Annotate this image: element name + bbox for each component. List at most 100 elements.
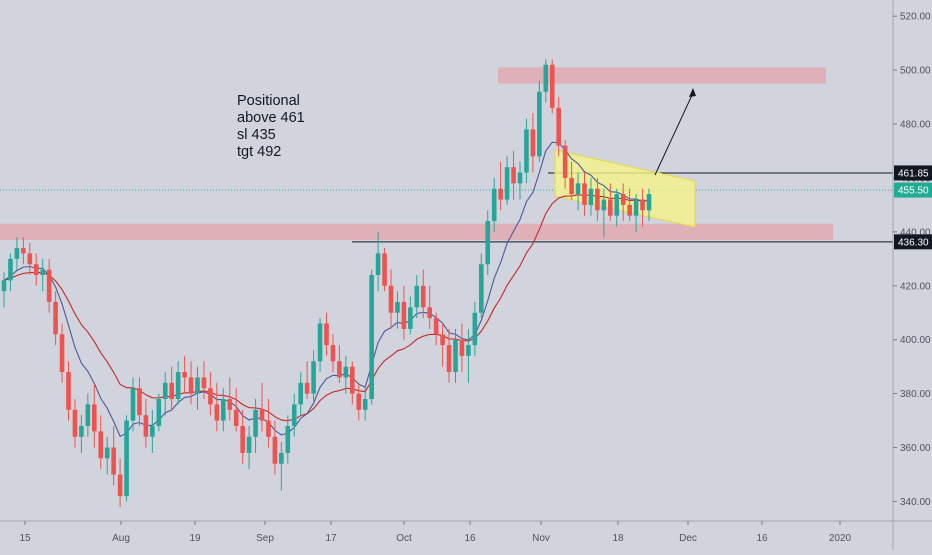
candle-body (337, 361, 342, 378)
candle-body (214, 404, 220, 421)
candle (201, 361, 207, 400)
candle-body (201, 377, 207, 389)
candle-body (195, 377, 200, 394)
candle (72, 399, 78, 448)
candle (472, 301, 478, 356)
price-tick-label: 520.00 (900, 12, 931, 23)
candle-body (143, 415, 149, 437)
candle (453, 328, 458, 383)
last-price-label-text: 455.50 (898, 186, 929, 197)
candle-body (279, 452, 284, 464)
candle (491, 177, 497, 232)
candle-body (150, 425, 155, 437)
candle (156, 393, 162, 432)
candle-body (601, 199, 607, 211)
candle-body (614, 194, 620, 216)
candle (511, 150, 516, 200)
candle-body (646, 194, 652, 211)
candle-body (433, 318, 439, 335)
demand-zone (0, 223, 833, 240)
candle-body (491, 188, 497, 222)
candle-body (182, 372, 187, 378)
time-tick-label: Dec (679, 533, 697, 544)
candle-body (343, 366, 349, 378)
candle (14, 237, 20, 270)
candle-body (382, 253, 387, 286)
price-tick-label: 500.00 (900, 66, 931, 77)
candle (569, 161, 574, 200)
candle-body (233, 409, 239, 426)
candle-body (130, 388, 136, 421)
candle-body (350, 366, 355, 394)
candle (298, 372, 303, 416)
candle-body (582, 183, 587, 205)
candle-body (388, 285, 394, 313)
candle (408, 296, 413, 335)
candle (530, 113, 536, 173)
candle-body (98, 431, 104, 459)
candle-body (472, 312, 478, 346)
candle-body (298, 382, 303, 405)
price-tick-label: 340.00 (900, 497, 931, 508)
candle (562, 140, 568, 189)
candle (98, 415, 104, 470)
candle-body (375, 253, 381, 275)
candle-body (479, 264, 484, 313)
candle-body (466, 345, 471, 356)
candle (433, 312, 439, 346)
candle (382, 248, 387, 292)
time-tick-label: 17 (325, 533, 337, 544)
candle-body (569, 177, 574, 195)
candle (40, 258, 45, 292)
candle-body (414, 285, 420, 308)
candle-body (272, 436, 278, 464)
candle-body (420, 285, 426, 308)
target-arrow (654, 92, 694, 176)
candle-body (543, 64, 549, 92)
candle-body (175, 372, 181, 400)
candle-body (1, 280, 7, 292)
candle (111, 425, 116, 486)
price-tick-label: 380.00 (900, 389, 931, 400)
candle (466, 328, 471, 383)
candle (375, 231, 381, 292)
candle (259, 382, 265, 432)
candle (601, 188, 607, 238)
candle (8, 253, 13, 292)
candle-body (530, 129, 536, 157)
candle (124, 415, 129, 502)
candle (317, 318, 323, 373)
candle-body (498, 188, 503, 200)
time-tick-label: Aug (112, 533, 130, 544)
time-tick-label: Sep (256, 533, 274, 544)
candle-body (124, 420, 129, 497)
candle-body (504, 167, 510, 200)
support-price-label-bg (894, 234, 932, 250)
candle-body (46, 269, 52, 302)
candle (633, 194, 639, 232)
candle (240, 409, 245, 464)
candle (337, 345, 342, 383)
candle (504, 156, 510, 205)
candle (130, 377, 136, 432)
candle (169, 366, 174, 410)
candle (324, 312, 329, 356)
candle (21, 237, 26, 265)
candle-body (85, 404, 91, 426)
time-tick-label: 16 (756, 533, 768, 544)
candle (362, 388, 368, 421)
candle (595, 177, 600, 222)
candle-body (92, 404, 97, 432)
price-tick-label: 420.00 (900, 281, 931, 292)
candle (46, 258, 52, 313)
candle (556, 97, 561, 157)
candle-body (221, 399, 226, 421)
candle-body (401, 301, 407, 329)
candle-body (324, 323, 329, 346)
candle-body (117, 474, 123, 497)
time-tick-label: Oct (396, 533, 412, 544)
candle (575, 172, 581, 211)
candle-body (575, 183, 581, 195)
